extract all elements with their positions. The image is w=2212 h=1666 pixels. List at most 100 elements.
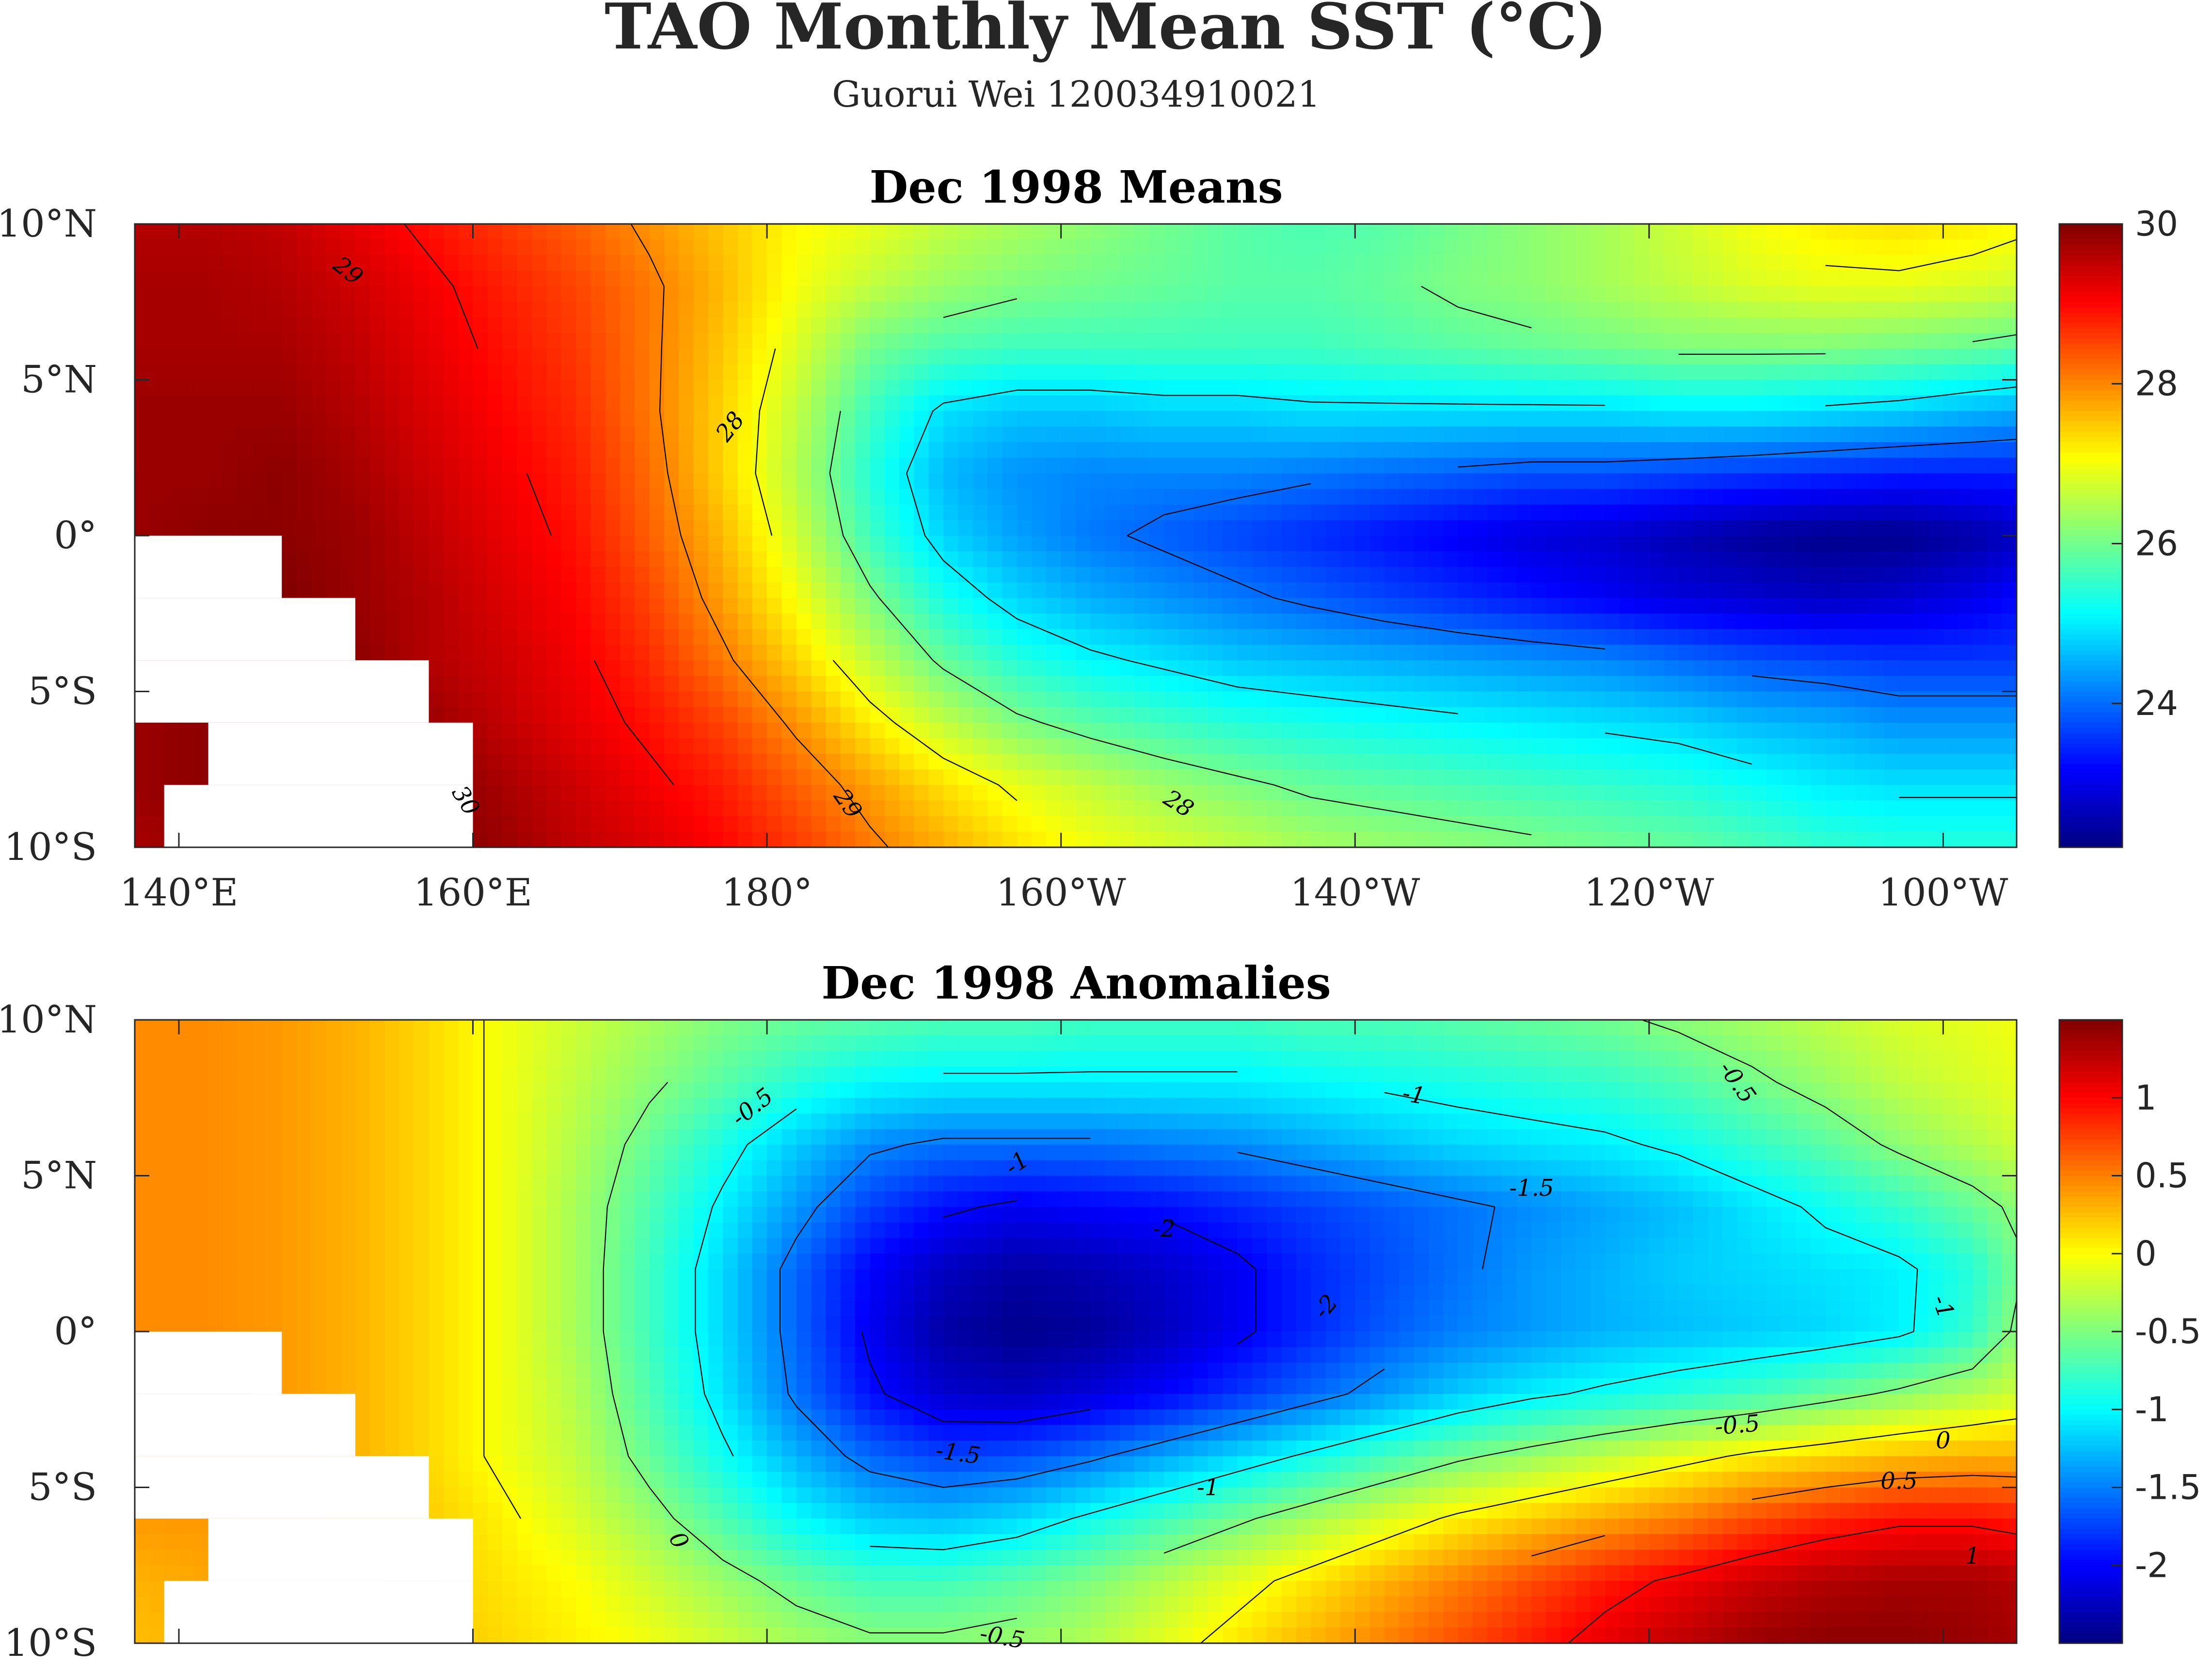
heatmap-cell xyxy=(1223,473,1238,490)
heatmap-cell xyxy=(928,754,944,770)
heatmap-cell xyxy=(1693,380,1709,396)
heatmap-cell xyxy=(1781,224,1797,240)
heatmap-cell xyxy=(840,629,856,645)
heatmap-cell xyxy=(370,551,385,568)
heatmap-cell xyxy=(1134,520,1150,536)
heatmap-cell xyxy=(1032,270,1047,287)
heatmap-cell xyxy=(1516,427,1532,443)
heatmap-cell xyxy=(2002,411,2017,427)
heatmap-cell xyxy=(1296,489,1312,505)
heatmap-cell xyxy=(2002,645,2017,661)
heatmap-cell xyxy=(826,785,841,801)
heatmap-cell xyxy=(193,224,209,240)
heatmap-cell xyxy=(1693,239,1709,256)
heatmap-cell xyxy=(531,520,547,536)
heatmap-cell xyxy=(1414,691,1429,708)
heatmap-cell xyxy=(605,349,621,365)
heatmap-cell xyxy=(1928,536,1944,552)
heatmap-cell xyxy=(1017,676,1032,692)
heatmap-cell xyxy=(1090,691,1106,708)
heatmap-cell xyxy=(1869,520,1885,536)
heatmap-cell xyxy=(1120,800,1135,817)
heatmap-cell xyxy=(1369,754,1385,770)
heatmap-cell xyxy=(1884,738,1900,755)
heatmap-cell xyxy=(1605,536,1621,552)
heatmap-cell xyxy=(561,769,576,786)
heatmap-cell xyxy=(311,239,327,256)
heatmap-cell xyxy=(870,660,885,677)
heatmap-cell xyxy=(826,738,841,755)
heatmap-cell xyxy=(1516,676,1532,692)
heatmap-cell xyxy=(1884,504,1900,521)
heatmap-cell xyxy=(1664,504,1679,521)
heatmap-cell xyxy=(723,691,738,708)
heatmap-cell xyxy=(708,301,724,318)
heatmap-cell xyxy=(1061,676,1076,692)
heatmap-cell xyxy=(664,442,680,459)
heatmap-cell xyxy=(1296,769,1312,786)
heatmap-cell xyxy=(1414,738,1429,755)
heatmap-cell xyxy=(1546,816,1561,832)
heatmap-cell xyxy=(1178,286,1194,302)
heatmap-cell xyxy=(311,395,327,412)
heatmap-cell xyxy=(355,442,371,459)
heatmap-cell xyxy=(1678,676,1694,692)
heatmap-cell xyxy=(384,239,400,256)
heatmap-cell xyxy=(884,301,900,318)
heatmap-cell xyxy=(1840,317,1856,333)
heatmap-cell xyxy=(1516,754,1532,770)
heatmap-cell xyxy=(737,645,753,661)
heatmap-cell xyxy=(1840,411,1856,427)
heatmap-cell xyxy=(1311,270,1326,287)
heatmap-cell xyxy=(649,800,665,817)
heatmap-cell xyxy=(1134,722,1150,739)
heatmap-cell xyxy=(223,364,239,381)
heatmap-cell xyxy=(1575,411,1591,427)
heatmap-cell xyxy=(1120,286,1135,302)
heatmap-cell xyxy=(1590,738,1606,755)
heatmap-cell xyxy=(561,395,576,412)
heatmap-cell xyxy=(429,582,444,599)
heatmap-cell xyxy=(1752,520,1767,536)
heatmap-cell xyxy=(1090,769,1106,786)
heatmap-cell xyxy=(1149,442,1164,459)
heatmap-cell xyxy=(282,567,297,583)
heatmap-cell xyxy=(252,380,268,396)
heatmap-cell xyxy=(1281,349,1297,365)
heatmap-cell xyxy=(1620,520,1635,536)
heatmap-cell xyxy=(1487,224,1503,240)
heatmap-cell xyxy=(693,364,709,381)
heatmap-cell xyxy=(1267,707,1282,723)
heatmap-cell xyxy=(1178,613,1194,630)
heatmap-cell xyxy=(620,270,636,287)
heatmap-cell xyxy=(767,707,782,723)
heatmap-cell xyxy=(517,582,532,599)
heatmap-cell xyxy=(1781,489,1797,505)
heatmap-cell xyxy=(1855,769,1870,786)
heatmap-cell xyxy=(1502,411,1517,427)
heatmap-cell xyxy=(1620,286,1635,302)
heatmap-cell xyxy=(1472,504,1488,521)
heatmap-cell xyxy=(414,520,430,536)
heatmap-cell xyxy=(664,536,680,552)
heatmap-cell xyxy=(1560,613,1576,630)
heatmap-cell xyxy=(1296,520,1312,536)
heatmap-cell xyxy=(561,582,576,599)
heatmap-cell xyxy=(826,816,841,832)
heatmap-cell xyxy=(752,473,768,490)
heatmap-cell xyxy=(1634,520,1650,536)
heatmap-cell xyxy=(1928,676,1944,692)
heatmap-cell xyxy=(546,598,562,614)
heatmap-cell xyxy=(1046,411,1062,427)
heatmap-cell xyxy=(1884,645,1900,661)
heatmap-cell xyxy=(1252,504,1268,521)
heatmap-cell xyxy=(1399,785,1415,801)
heatmap-cell xyxy=(1369,769,1385,786)
heatmap-cell xyxy=(1752,645,1767,661)
heatmap-cell xyxy=(1766,427,1782,443)
heatmap-cell xyxy=(1722,691,1738,708)
heatmap-cell xyxy=(1840,349,1856,365)
heatmap-cell xyxy=(1605,411,1621,427)
heatmap-cell xyxy=(1487,504,1503,521)
heatmap-cell xyxy=(620,567,636,583)
